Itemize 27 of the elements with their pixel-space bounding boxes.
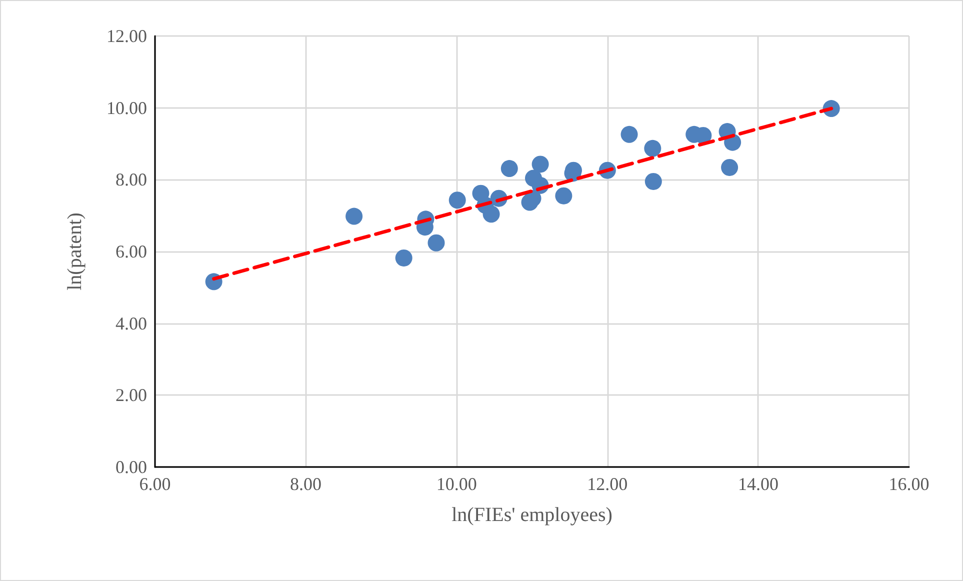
point xyxy=(644,140,662,157)
y-tick-label: 0.00 xyxy=(116,457,147,477)
y-tick-label: 10.00 xyxy=(106,98,147,118)
point xyxy=(500,160,518,178)
x-tick-label: 16.00 xyxy=(888,474,930,494)
x-tick-label: 10.00 xyxy=(436,474,477,494)
point xyxy=(620,126,638,143)
point xyxy=(482,206,500,223)
point xyxy=(644,172,662,190)
x-tick-label: 12.00 xyxy=(587,474,628,494)
y-tick-label: 8.00 xyxy=(116,170,147,190)
x-tick-label: 6.00 xyxy=(139,474,171,494)
y-axis-title: ln(patent) xyxy=(64,212,86,290)
y-tick-label: 12.00 xyxy=(106,26,147,46)
point xyxy=(395,249,412,266)
y-tick-label: 6.00 xyxy=(116,242,147,262)
x-tick-label: 14.00 xyxy=(738,474,778,494)
point xyxy=(555,187,572,204)
point xyxy=(448,192,466,209)
point xyxy=(532,156,549,173)
x-tick-label: 8.00 xyxy=(290,474,322,494)
point xyxy=(428,234,445,252)
x-axis-title: ln(FIEs' employees) xyxy=(452,504,612,526)
point xyxy=(346,208,363,225)
point xyxy=(721,158,738,176)
y-tick-label: 4.00 xyxy=(116,313,147,334)
y-tick-label: 2.00 xyxy=(116,385,147,406)
